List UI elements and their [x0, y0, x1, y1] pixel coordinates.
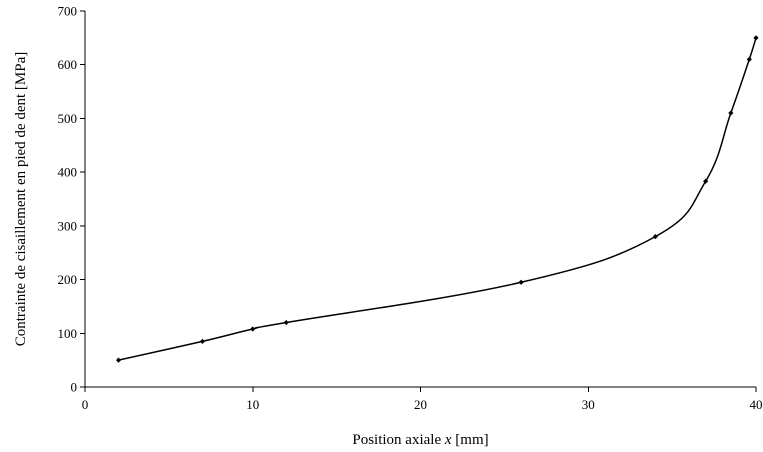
data-point-3	[283, 319, 289, 326]
x-axis-title-variable: x	[444, 432, 452, 448]
data-point-7	[728, 110, 734, 116]
y-tick-label-500: 500	[58, 111, 78, 126]
x-axis-ticks: 0 10 20 30 40	[82, 387, 763, 412]
data-point-8	[746, 56, 752, 62]
y-axis-title: Contrainte de cisaillement en pied de de…	[13, 52, 29, 347]
x-tick-label-20: 20	[414, 397, 427, 412]
data-point-1	[199, 338, 206, 344]
x-tick-label-40: 40	[750, 397, 763, 412]
y-tick-label-300: 300	[58, 218, 78, 233]
x-axis-title-prefix: Position axiale	[352, 432, 445, 448]
data-markers	[115, 35, 759, 363]
data-point-9	[753, 35, 759, 41]
x-tick-label-30: 30	[582, 397, 595, 412]
y-tick-label-400: 400	[58, 165, 78, 180]
y-tick-label-600: 600	[58, 57, 78, 72]
x-tick-label-0: 0	[82, 397, 89, 412]
y-tick-label-0: 0	[71, 380, 78, 395]
y-tick-label-100: 100	[58, 326, 78, 341]
data-point-5	[652, 234, 658, 240]
data-point-4	[518, 279, 524, 285]
x-axis-title-unit: [mm]	[452, 432, 489, 448]
y-tick-label-200: 200	[58, 272, 78, 287]
data-point-0	[115, 357, 122, 363]
y-tick-label-700: 700	[58, 4, 78, 19]
x-axis-title: Position axiale x [mm]	[352, 432, 488, 448]
y-axis-ticks: 0 100 200 300 400 500 600 700	[58, 4, 85, 395]
data-point-2	[250, 326, 256, 332]
series-line	[118, 37, 757, 361]
x-tick-label-10: 10	[246, 397, 259, 412]
data-point-6	[703, 178, 709, 184]
